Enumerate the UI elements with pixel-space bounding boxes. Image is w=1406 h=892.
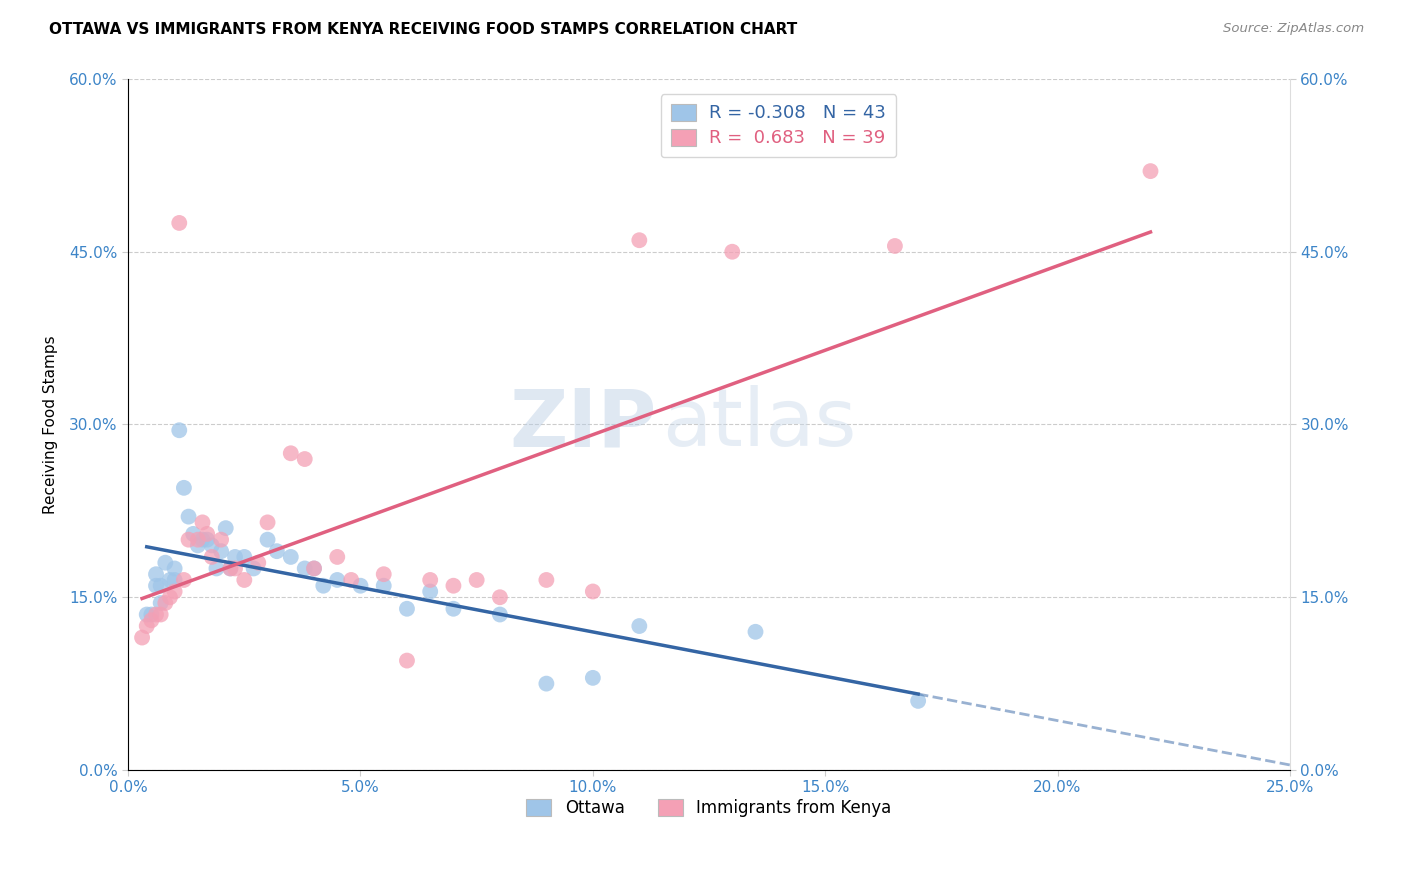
Point bbox=[155, 596, 177, 610]
Point bbox=[177, 509, 200, 524]
Point bbox=[205, 561, 228, 575]
Point bbox=[155, 556, 177, 570]
Point bbox=[145, 567, 167, 582]
Point bbox=[145, 607, 167, 622]
Point bbox=[294, 452, 316, 467]
Point bbox=[163, 561, 186, 575]
Point bbox=[326, 549, 349, 564]
Point bbox=[201, 538, 224, 552]
Point bbox=[163, 573, 186, 587]
Point bbox=[419, 573, 441, 587]
Point bbox=[149, 579, 172, 593]
Point bbox=[177, 533, 200, 547]
Point bbox=[628, 619, 651, 633]
Point bbox=[201, 549, 224, 564]
Point bbox=[131, 631, 153, 645]
Point bbox=[215, 521, 238, 535]
Point bbox=[219, 561, 242, 575]
Text: atlas: atlas bbox=[662, 385, 856, 464]
Point bbox=[312, 579, 335, 593]
Point bbox=[169, 423, 191, 437]
Point bbox=[159, 591, 181, 605]
Point bbox=[266, 544, 288, 558]
Legend: Ottawa, Immigrants from Kenya: Ottawa, Immigrants from Kenya bbox=[520, 792, 898, 824]
Point bbox=[373, 579, 395, 593]
Point bbox=[395, 654, 418, 668]
Point bbox=[191, 533, 214, 547]
Point bbox=[489, 607, 512, 622]
Point bbox=[149, 607, 172, 622]
Point bbox=[191, 516, 214, 530]
Point bbox=[326, 573, 349, 587]
Point bbox=[883, 239, 905, 253]
Point bbox=[195, 533, 218, 547]
Point bbox=[145, 579, 167, 593]
Point bbox=[907, 694, 929, 708]
Point bbox=[395, 601, 418, 615]
Point bbox=[149, 596, 172, 610]
Point bbox=[280, 549, 302, 564]
Point bbox=[224, 561, 246, 575]
Text: Source: ZipAtlas.com: Source: ZipAtlas.com bbox=[1223, 22, 1364, 36]
Point bbox=[141, 607, 163, 622]
Point bbox=[294, 561, 316, 575]
Point bbox=[1139, 164, 1161, 178]
Point bbox=[181, 527, 204, 541]
Point bbox=[582, 671, 605, 685]
Point bbox=[373, 567, 395, 582]
Point bbox=[209, 533, 232, 547]
Point bbox=[173, 481, 195, 495]
Point bbox=[169, 216, 191, 230]
Point bbox=[256, 516, 278, 530]
Point bbox=[443, 579, 465, 593]
Point bbox=[465, 573, 488, 587]
Point bbox=[302, 561, 325, 575]
Point bbox=[135, 619, 157, 633]
Point bbox=[242, 561, 264, 575]
Point bbox=[163, 584, 186, 599]
Point bbox=[340, 573, 363, 587]
Point bbox=[628, 233, 651, 247]
Point bbox=[419, 584, 441, 599]
Point bbox=[582, 584, 605, 599]
Point bbox=[135, 607, 157, 622]
Point bbox=[536, 676, 558, 690]
Point bbox=[247, 556, 270, 570]
Point bbox=[256, 533, 278, 547]
Point bbox=[187, 538, 209, 552]
Text: OTTAWA VS IMMIGRANTS FROM KENYA RECEIVING FOOD STAMPS CORRELATION CHART: OTTAWA VS IMMIGRANTS FROM KENYA RECEIVIN… bbox=[49, 22, 797, 37]
Point bbox=[173, 573, 195, 587]
Text: ZIP: ZIP bbox=[509, 385, 657, 464]
Point bbox=[219, 561, 242, 575]
Point bbox=[209, 544, 232, 558]
Point bbox=[233, 573, 256, 587]
Point bbox=[187, 533, 209, 547]
Point bbox=[489, 591, 512, 605]
Y-axis label: Receiving Food Stamps: Receiving Food Stamps bbox=[44, 335, 58, 514]
Point bbox=[349, 579, 371, 593]
Point bbox=[536, 573, 558, 587]
Point bbox=[721, 244, 744, 259]
Point bbox=[159, 573, 181, 587]
Point bbox=[233, 549, 256, 564]
Point bbox=[744, 624, 766, 639]
Point bbox=[280, 446, 302, 460]
Point bbox=[195, 527, 218, 541]
Point bbox=[141, 613, 163, 627]
Point bbox=[443, 601, 465, 615]
Point bbox=[224, 549, 246, 564]
Point bbox=[302, 561, 325, 575]
